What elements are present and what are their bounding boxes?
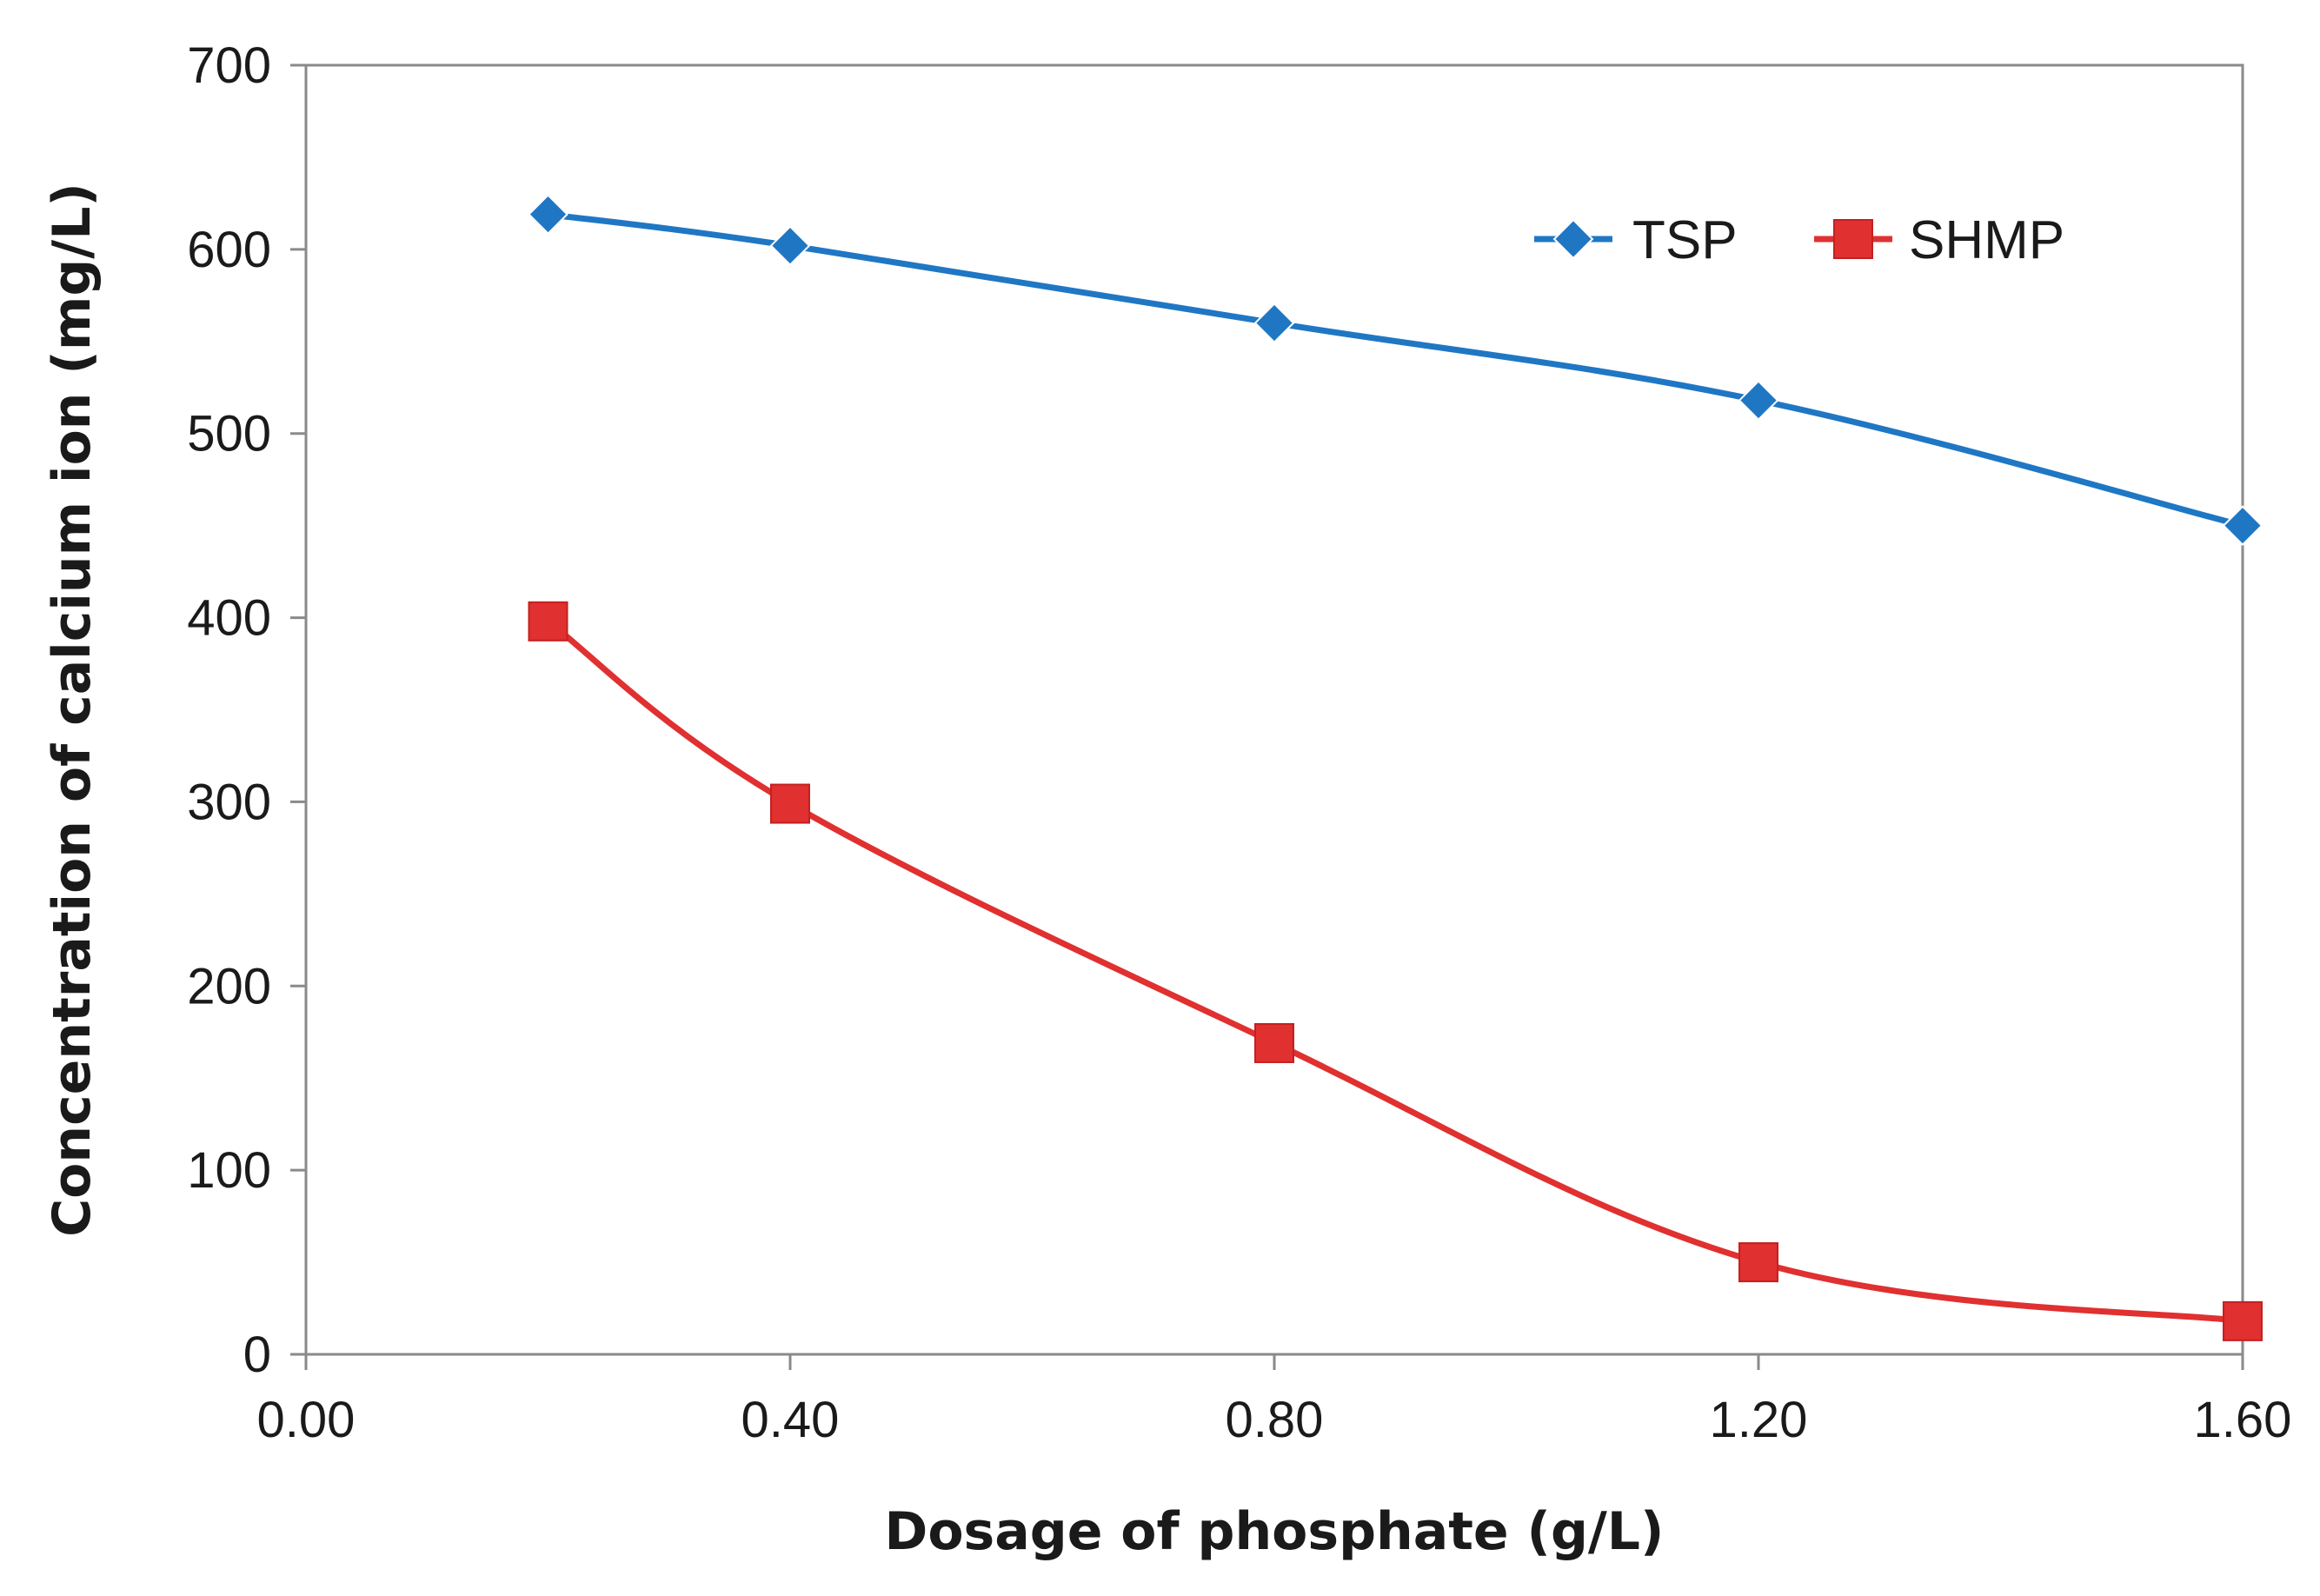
legend-label: TSP bbox=[1632, 210, 1738, 270]
data-point-tsp bbox=[769, 225, 811, 267]
legend: TSP SHMP bbox=[1534, 210, 2064, 270]
y-tick-label: 300 bbox=[187, 774, 271, 830]
series-tsp bbox=[528, 194, 2263, 547]
x-axis-title: Dosage of phosphate (g/L) bbox=[885, 1501, 1665, 1562]
x-tick-label: 0.00 bbox=[257, 1392, 356, 1448]
data-point-shmp bbox=[528, 601, 568, 642]
y-tick-label: 400 bbox=[187, 590, 271, 647]
legend-item-shmp: SHMP bbox=[1814, 210, 2064, 270]
legend-label: SHMP bbox=[1909, 210, 2064, 270]
series-line-shmp bbox=[545, 618, 2246, 1325]
series-group bbox=[528, 194, 2263, 1341]
y-tick-label: 200 bbox=[187, 958, 271, 1014]
legend-marker-tsp bbox=[1552, 218, 1594, 260]
y-tick-label: 0 bbox=[243, 1327, 271, 1383]
series-line-tsp bbox=[545, 211, 2246, 529]
data-point-shmp bbox=[770, 783, 810, 824]
y-axis-title: Concentration of calcium ion (mg/L) bbox=[42, 183, 103, 1237]
y-tick-label: 600 bbox=[187, 222, 271, 278]
x-tick-label: 0.80 bbox=[1226, 1392, 1324, 1448]
data-point-shmp bbox=[2223, 1300, 2263, 1341]
x-tick-label: 1.20 bbox=[1710, 1392, 1808, 1448]
legend-marker-shmp bbox=[1833, 219, 1873, 259]
legend-item-tsp: TSP bbox=[1534, 210, 1738, 270]
data-point-tsp bbox=[1253, 303, 1295, 344]
y-tick-label: 100 bbox=[187, 1142, 271, 1199]
axes: 0 100 200 300 400 500 600 700 0.00 0.40 0.80 1.20 1.… bbox=[187, 37, 2291, 1448]
data-point-tsp bbox=[2222, 505, 2263, 547]
x-tick-label: 1.60 bbox=[2194, 1392, 2292, 1448]
data-point-tsp bbox=[1738, 380, 1779, 421]
series-shmp bbox=[528, 601, 2263, 1341]
y-tick-label: 500 bbox=[187, 406, 271, 462]
y-tick-label: 700 bbox=[187, 37, 271, 94]
data-point-shmp bbox=[1738, 1242, 1778, 1283]
data-point-tsp bbox=[528, 194, 568, 236]
x-tick-label: 0.40 bbox=[741, 1392, 840, 1448]
data-point-shmp bbox=[1254, 1022, 1294, 1063]
